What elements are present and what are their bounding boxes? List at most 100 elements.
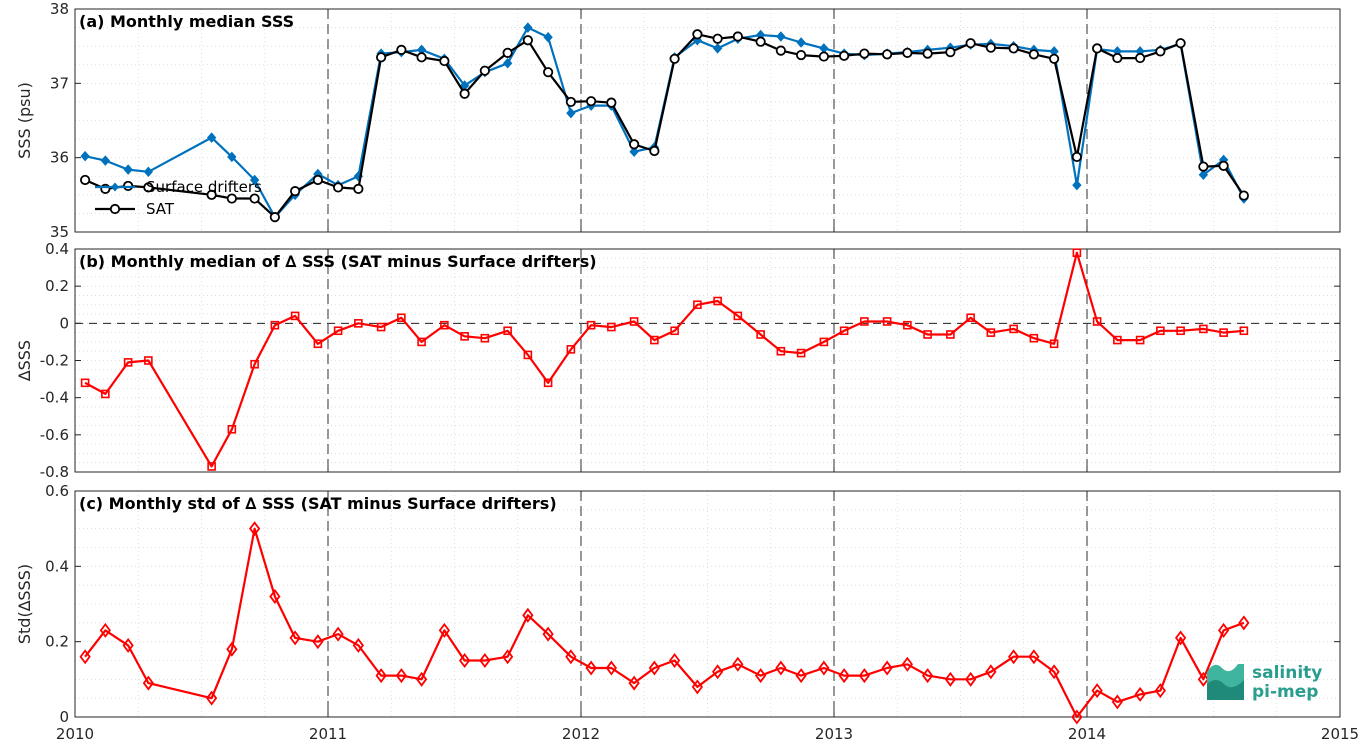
data-point: [605, 660, 617, 676]
data-point: [227, 424, 237, 434]
data-point: [144, 356, 153, 365]
data-point: [100, 155, 111, 166]
data-point: [818, 660, 830, 676]
data-point: [312, 634, 324, 650]
data-point: [586, 320, 596, 330]
data-point: [586, 96, 597, 107]
y-tick-label: 37: [50, 74, 69, 92]
data-point: [249, 521, 261, 537]
data-point: [352, 637, 364, 653]
data-point: [270, 320, 280, 330]
data-point: [607, 322, 616, 332]
data-point: [207, 462, 216, 471]
y-tick-label: -0.8: [40, 463, 69, 481]
data-point: [1219, 328, 1228, 337]
data-point: [542, 626, 554, 642]
data-point: [290, 186, 301, 197]
data-point: [606, 97, 617, 108]
data-point: [458, 653, 471, 668]
data-point: [1155, 46, 1166, 57]
data-point: [649, 145, 660, 157]
logo-text-salinity: salinity: [1252, 663, 1322, 683]
data-point: [415, 671, 428, 687]
data-point: [1154, 683, 1166, 699]
data-point: [1049, 53, 1060, 64]
panel-title: (b) Monthly median of ∆ SSS (SAT minus S…: [79, 252, 597, 271]
data-point: [143, 182, 154, 193]
data-point: [1111, 694, 1123, 710]
data-point: [1238, 190, 1249, 201]
data-point: [818, 51, 829, 62]
data-point: [691, 679, 704, 695]
data-point: [775, 45, 786, 56]
data-point: [375, 668, 387, 684]
data-point: [712, 33, 723, 44]
data-point: [1197, 671, 1210, 687]
data-point: [901, 656, 913, 672]
data-point: [206, 189, 217, 200]
data-point: [397, 313, 406, 323]
data-point: [354, 319, 363, 328]
data-point: [859, 48, 870, 59]
series-line: [84, 251, 1244, 468]
data-point: [756, 330, 765, 339]
data-point: [460, 332, 469, 341]
data-point: [416, 52, 427, 63]
data-point: [1135, 52, 1146, 64]
data-point: [502, 649, 514, 665]
data-point: [776, 346, 786, 356]
data-point: [226, 641, 238, 657]
data-point: [692, 29, 703, 40]
y-tick-label: 36: [50, 149, 69, 167]
panel-title: (c) Monthly std of ∆ SSS (SAT minus Surf…: [79, 494, 557, 513]
data-point: [881, 660, 893, 676]
data-point: [142, 675, 154, 691]
data-point: [946, 330, 955, 339]
data-point: [796, 49, 807, 61]
y-tick-label: 35: [50, 223, 69, 241]
data-point: [796, 37, 806, 48]
data-point: [333, 182, 344, 193]
legend-marker: [109, 203, 121, 215]
x-tick-label: 2015: [1321, 725, 1359, 743]
data-point: [1198, 169, 1209, 181]
data-point: [480, 333, 490, 343]
x-tick-label: 2013: [815, 725, 853, 743]
data-point: [249, 193, 260, 204]
data-point: [439, 55, 450, 67]
data-point: [1112, 52, 1123, 64]
y-tick-label: 0: [59, 314, 69, 332]
data-point: [755, 668, 767, 684]
data-point: [143, 166, 154, 178]
data-point: [775, 660, 787, 676]
y-tick-label: 0: [59, 708, 69, 726]
data-point: [839, 326, 849, 336]
data-point: [776, 31, 786, 42]
data-point: [80, 378, 90, 388]
data-point: [732, 656, 744, 672]
data-point: [1113, 335, 1122, 345]
data-point: [1048, 664, 1060, 680]
y-tick-label: 38: [50, 0, 69, 18]
data-point: [502, 58, 513, 69]
data-point: [123, 164, 133, 175]
data-point: [226, 193, 237, 204]
data-point: [985, 42, 996, 53]
data-point: [1071, 151, 1082, 163]
data-point: [1238, 615, 1250, 631]
data-point: [543, 31, 553, 43]
y-tick-label: 0.2: [45, 277, 69, 295]
data-point: [122, 637, 134, 653]
data-point: [101, 389, 110, 399]
y-tick-label: -0.4: [40, 389, 69, 407]
data-point: [395, 668, 407, 684]
data-point: [732, 31, 743, 42]
data-point: [922, 48, 933, 59]
x-tick-label: 2014: [1068, 725, 1106, 743]
data-point: [80, 150, 90, 162]
data-point: [269, 588, 281, 604]
data-point: [882, 49, 893, 60]
data-point: [1028, 49, 1039, 60]
data-point: [376, 322, 386, 332]
data-point: [522, 35, 533, 46]
